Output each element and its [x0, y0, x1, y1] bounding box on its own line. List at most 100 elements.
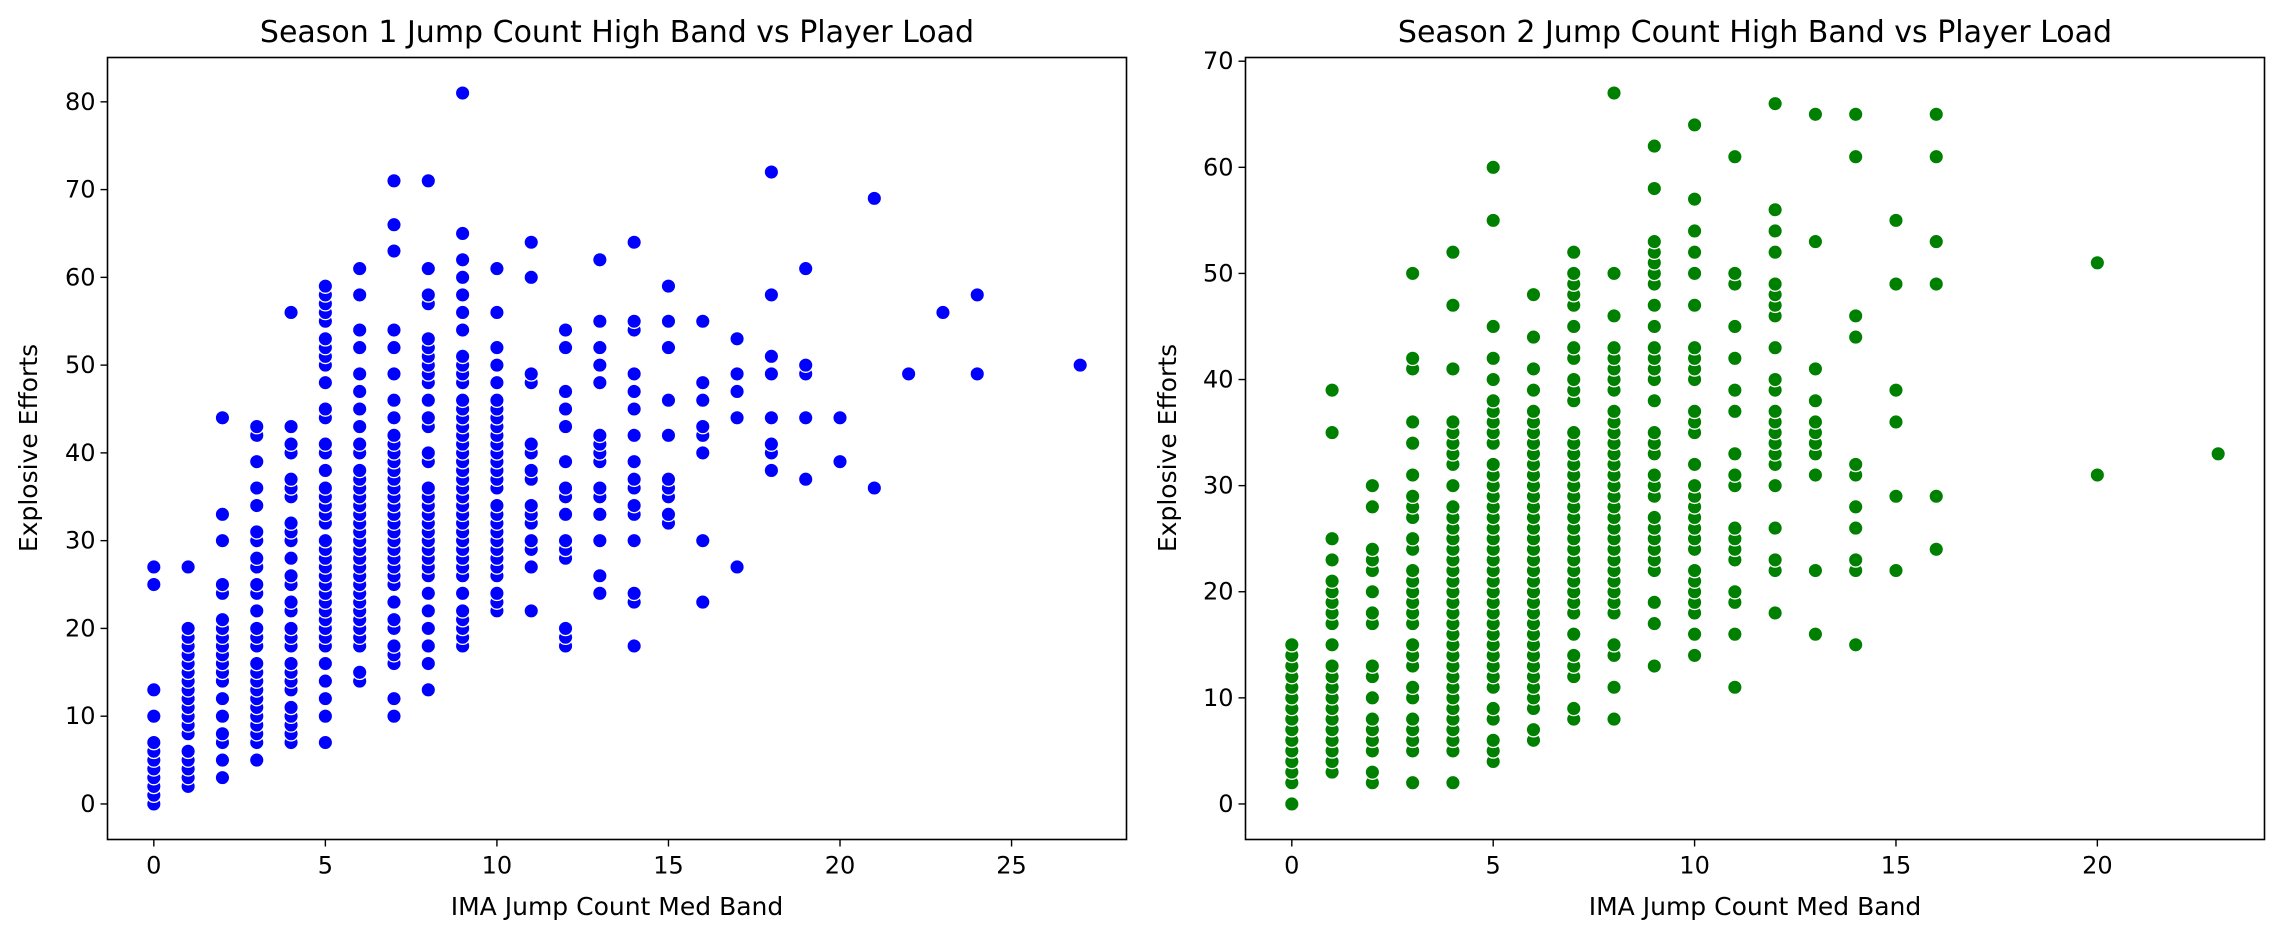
scatter-point	[1847, 456, 1864, 473]
scatter-point	[1888, 276, 1904, 292]
scatter-point	[1324, 382, 1340, 398]
scatter-point	[214, 409, 231, 426]
scatter-point	[214, 708, 231, 725]
x-axis-label: IMA Jump Count Med Band	[1589, 892, 1922, 921]
scatter-point	[935, 304, 951, 321]
scatter-point	[454, 85, 471, 101]
scatter-point	[1727, 148, 1743, 165]
scatter-point	[1485, 350, 1502, 367]
scatter-point	[1807, 626, 1824, 643]
scatter-point	[351, 366, 368, 382]
scatter-point	[1445, 244, 1461, 261]
scatter-point	[386, 172, 402, 189]
scatter-point	[1928, 488, 1945, 505]
scatter-point	[180, 743, 196, 760]
scatter-point	[694, 313, 711, 330]
scatter-point	[729, 559, 745, 575]
scatter-point	[420, 585, 437, 602]
scatter-point	[317, 734, 334, 751]
scatter-point	[1686, 339, 1703, 356]
scatter-point	[763, 436, 780, 452]
scatter-point	[317, 673, 334, 689]
scatter-point	[248, 576, 265, 593]
scatter-point	[1646, 180, 1663, 197]
scatter-point	[1364, 711, 1381, 727]
y-tick-label: 0	[1218, 790, 1233, 818]
scatter-point	[1727, 265, 1743, 282]
scatter-point	[694, 594, 711, 610]
scatter-point	[283, 567, 299, 584]
scatter-point	[248, 550, 265, 567]
scatter-point	[1404, 711, 1421, 727]
scatter-point	[214, 725, 231, 742]
scatter-point	[454, 603, 471, 619]
season-1-scatter-panel: Season 1 Jump Count High Band vs Player …	[14, 15, 1128, 921]
scatter-point	[1364, 499, 1381, 515]
scatter-point	[591, 585, 608, 602]
scatter-point	[1565, 265, 1582, 282]
scatter-point	[1606, 308, 1622, 324]
scatter-point	[1445, 297, 1461, 314]
scatter-point	[694, 392, 711, 409]
scatter-point	[1364, 689, 1381, 706]
scatter-point	[1565, 371, 1582, 388]
scatter-point	[214, 769, 231, 786]
scatter-point	[1767, 477, 1783, 494]
scatter-point	[763, 409, 780, 426]
scatter-point	[180, 559, 196, 575]
scatter-point	[351, 418, 368, 435]
scatter-point	[1807, 233, 1824, 250]
scatter-point	[523, 532, 540, 549]
scatter-point	[1727, 520, 1743, 536]
scatter-point	[626, 401, 643, 417]
scatter-point	[214, 690, 231, 707]
scatter-point	[386, 366, 402, 382]
scatter-point	[1565, 424, 1582, 441]
scatter-point	[351, 436, 368, 452]
scatter-point	[1324, 424, 1340, 441]
scatter-point	[797, 357, 814, 373]
scatter-point	[386, 409, 402, 426]
scatter-point	[1807, 106, 1824, 123]
scatter-point	[420, 287, 437, 303]
scatter-point	[2089, 467, 2106, 483]
scatter-point	[489, 260, 505, 277]
scatter-point	[386, 339, 402, 356]
scatter-point	[591, 506, 608, 523]
scatter-point	[1606, 85, 1622, 101]
scatter-point	[1686, 456, 1703, 473]
scatter-point	[1686, 223, 1703, 239]
scatter-point	[1686, 117, 1703, 133]
scatter-point	[626, 366, 643, 382]
scatter-point	[969, 287, 986, 303]
plot-frame	[106, 56, 1128, 841]
scatter-point	[969, 366, 986, 382]
scatter-point	[763, 164, 780, 180]
scatter-point	[660, 506, 677, 523]
scatter-point	[1485, 212, 1502, 229]
scatter-point	[1807, 562, 1824, 579]
scatter-point	[317, 374, 334, 391]
scatter-point	[454, 322, 471, 338]
scatter-point	[283, 550, 299, 567]
scatter-point	[832, 453, 848, 470]
scatter-point	[1847, 552, 1864, 568]
scatter-point	[351, 260, 368, 277]
scatter-point	[1565, 626, 1582, 643]
scatter-point	[420, 603, 437, 619]
scatter-point	[283, 620, 299, 637]
scatter-point	[1404, 435, 1421, 452]
y-tick-label: 70	[65, 176, 96, 204]
scatter-point	[386, 216, 402, 233]
scatter-point	[214, 532, 231, 549]
scatter-point	[1445, 774, 1461, 791]
scatter-point	[420, 655, 437, 672]
scatter-point	[1727, 318, 1743, 335]
scatter-point	[2089, 254, 2106, 271]
scatter-point	[866, 480, 883, 496]
scatter-point	[1445, 499, 1461, 515]
y-axis-ticks: 0 10 20 30 40 50 60 70 80	[65, 88, 108, 818]
scatter-point	[763, 287, 780, 303]
scatter-point	[214, 506, 231, 523]
scatter-point	[557, 322, 574, 338]
